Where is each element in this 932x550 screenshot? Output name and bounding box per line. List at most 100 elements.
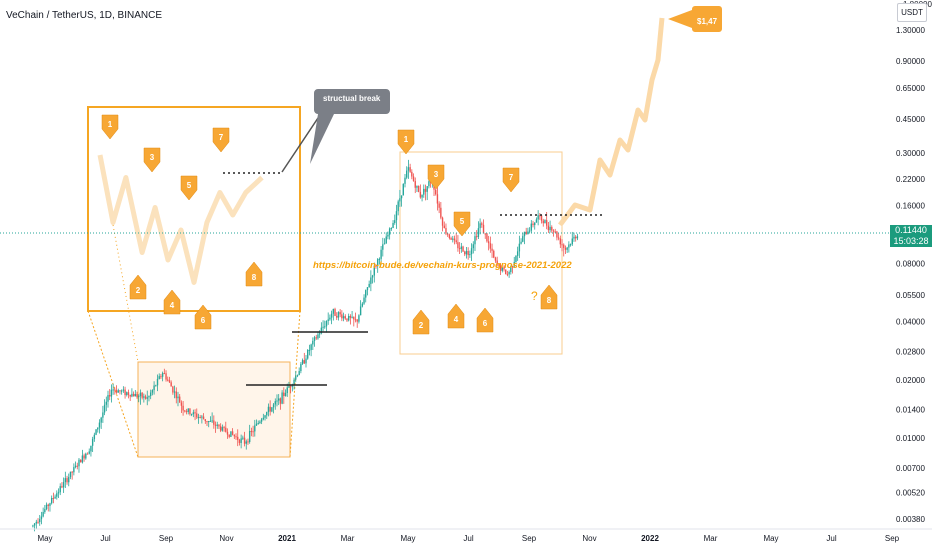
candle-body (254, 425, 256, 432)
candle-body (225, 427, 227, 432)
candle-body (66, 478, 68, 483)
candle-body (527, 231, 529, 235)
candle-body (138, 396, 140, 398)
candle-body (172, 386, 174, 393)
candle-body (114, 389, 116, 391)
candle-body (42, 512, 44, 517)
candle-body (289, 386, 292, 388)
pattern-point-marker: 1 (397, 129, 415, 155)
candle-body (513, 261, 515, 267)
candle-body (190, 414, 193, 416)
candle-body (303, 360, 305, 364)
candle-body (479, 223, 481, 229)
candle-body (219, 426, 222, 431)
pattern-point-marker: 7 (502, 167, 520, 193)
candle-body (368, 283, 370, 288)
x-tick-label: 2021 (278, 534, 296, 543)
candle-body (310, 344, 312, 350)
candle-body (35, 521, 38, 524)
candle-body (109, 395, 111, 397)
candle-body (93, 434, 96, 439)
candle-body (344, 316, 346, 319)
candle-body (163, 373, 166, 375)
pattern-point-marker: 2 (129, 274, 147, 300)
candle-body (332, 308, 335, 314)
candle-body (170, 382, 172, 387)
y-tick-label: 0.04000 (896, 318, 925, 327)
candle-body (194, 412, 196, 414)
candle-body (117, 390, 119, 393)
candle-body (387, 234, 389, 237)
candle-body (329, 317, 331, 320)
candle-body (78, 459, 80, 467)
candle-body (184, 410, 186, 412)
candle-body (370, 277, 372, 284)
x-tick-label: Jul (100, 534, 110, 543)
candle-body (103, 404, 106, 413)
x-tick-label: May (763, 534, 778, 543)
left-small-box (137, 361, 291, 458)
candle-body (443, 225, 445, 229)
candle-body (397, 201, 399, 212)
candle-body (494, 257, 497, 261)
marker-label: 1 (404, 135, 409, 144)
candle-body (52, 497, 55, 499)
candle-body (122, 389, 125, 391)
candle-body (247, 441, 249, 443)
marker-label: 6 (201, 316, 206, 325)
candle-body (325, 321, 328, 327)
candle-body (446, 233, 449, 235)
x-tick-label: Nov (582, 534, 596, 543)
candle-body (155, 385, 157, 387)
candle-body (276, 400, 278, 402)
currency-unit-button[interactable]: USDT (897, 3, 927, 22)
candle-body (419, 191, 422, 198)
candle-body (264, 415, 266, 418)
candle-body (376, 259, 379, 267)
candle-body (371, 275, 374, 278)
marker-label: 3 (150, 153, 155, 162)
candle-body (487, 241, 490, 244)
candle-body (79, 459, 82, 463)
candle-body (535, 219, 538, 223)
candle-body (327, 319, 329, 322)
candle-body (40, 516, 43, 520)
candle-body (423, 188, 425, 195)
callouts-left: 1 2 3 4 5 6 7 8 (101, 114, 263, 330)
candle-body (508, 272, 510, 275)
candle-body (110, 389, 113, 397)
chart-title: VeChain / TetherUS, 1D, BINANCE (6, 10, 162, 21)
candle-body (552, 230, 555, 232)
candle-body (233, 434, 236, 437)
y-tick-label: 0.02800 (896, 348, 925, 357)
y-tick-label: 0.90000 (896, 57, 925, 66)
candle-body (421, 194, 423, 198)
candle-body (44, 509, 46, 513)
y-tick-label: 0.02000 (896, 376, 925, 385)
candle-body (180, 402, 183, 406)
candle-body (64, 478, 67, 483)
candle-body (161, 373, 164, 377)
candle-body (88, 451, 90, 454)
candle-body (143, 396, 145, 398)
projection-path (558, 17, 665, 227)
candle-body (482, 224, 485, 234)
candle-body (489, 243, 492, 249)
pattern-point-marker: 1 (101, 114, 119, 140)
candle-body (424, 188, 427, 192)
candle-body (378, 258, 381, 260)
candle-body (56, 493, 58, 497)
candle-body (230, 431, 232, 437)
candle-body (277, 398, 280, 401)
candle-body (318, 333, 321, 335)
candle-body (412, 176, 415, 182)
target-label: $1,47 (697, 17, 718, 26)
candle-body (358, 315, 360, 322)
candle-body (74, 465, 77, 468)
question-mark: ? (531, 289, 538, 303)
candle-body (313, 337, 316, 341)
candle-body (522, 236, 524, 242)
x-tick-label: Sep (885, 534, 900, 543)
candle-body (47, 504, 49, 506)
